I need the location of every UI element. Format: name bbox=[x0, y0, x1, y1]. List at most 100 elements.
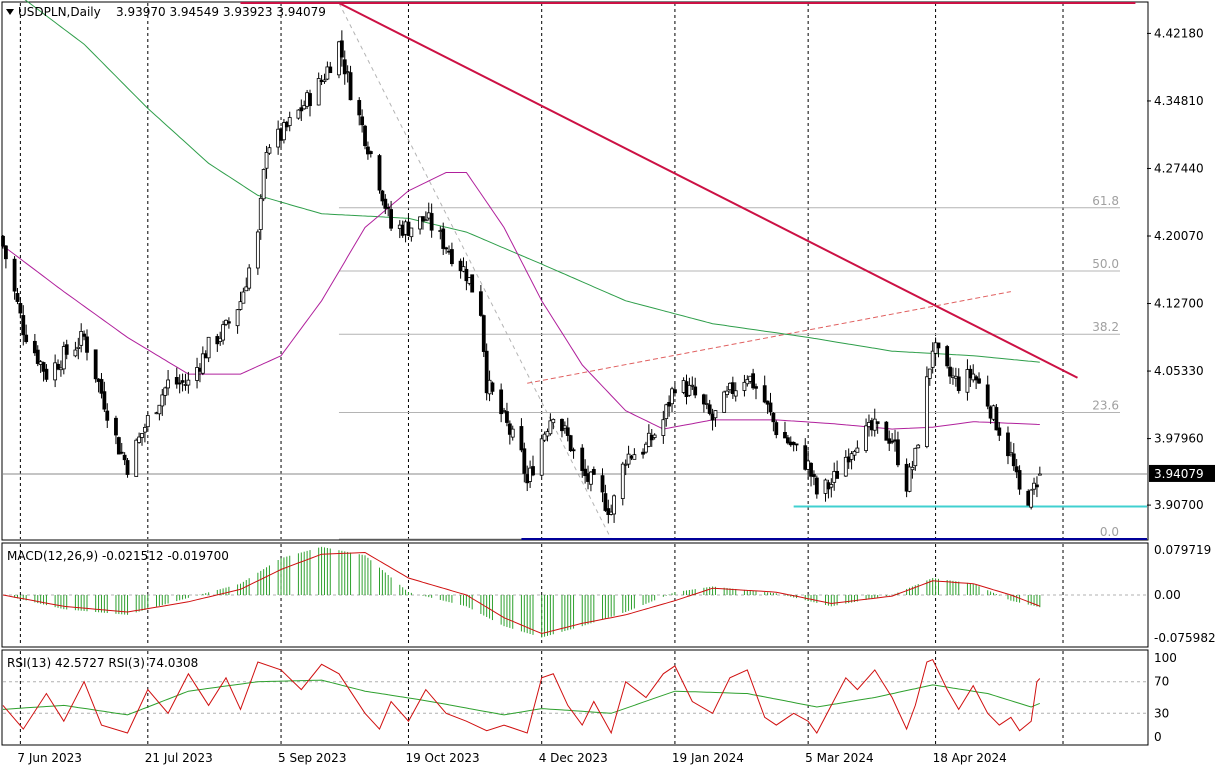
date-tick-label: 5 Mar 2024 bbox=[805, 751, 873, 765]
candle bbox=[76, 337, 81, 360]
fib-level-label: 38.2 bbox=[1092, 320, 1119, 334]
candle bbox=[339, 30, 344, 67]
candle bbox=[754, 383, 758, 400]
candle bbox=[580, 444, 585, 478]
candle bbox=[606, 499, 611, 524]
candle bbox=[768, 392, 773, 416]
fib-level-label: 50.0 bbox=[1092, 257, 1119, 271]
candle bbox=[603, 484, 608, 512]
candle bbox=[693, 377, 698, 399]
candle bbox=[1011, 443, 1016, 471]
candle bbox=[927, 368, 932, 386]
candle bbox=[99, 373, 104, 399]
rsi-tick-label: 70 bbox=[1154, 675, 1169, 689]
candle bbox=[977, 372, 981, 384]
candle bbox=[924, 366, 929, 449]
candle bbox=[64, 339, 69, 360]
candle bbox=[722, 390, 727, 413]
candle bbox=[174, 367, 179, 389]
candle bbox=[241, 287, 246, 304]
candle bbox=[302, 100, 307, 110]
candle bbox=[423, 211, 428, 222]
candle bbox=[157, 404, 162, 421]
descending-trend-line bbox=[338, 2, 1078, 379]
candle bbox=[79, 323, 84, 353]
date-tick-label: 4 Dec 2023 bbox=[539, 751, 608, 765]
date-tick-label: 7 Jun 2023 bbox=[17, 751, 82, 765]
candle bbox=[725, 385, 729, 398]
candle bbox=[1008, 441, 1013, 457]
ohlc-values: 3.93970 3.94549 3.93923 3.94079 bbox=[116, 5, 326, 19]
candle bbox=[890, 433, 895, 445]
triangle-down-icon[interactable] bbox=[6, 9, 14, 15]
candle bbox=[673, 383, 677, 397]
candle bbox=[114, 415, 118, 445]
candle bbox=[907, 463, 912, 493]
date-tick-label: 5 Sep 2023 bbox=[278, 751, 346, 765]
candle bbox=[945, 344, 950, 369]
candle bbox=[803, 438, 808, 471]
candle bbox=[968, 365, 973, 387]
candle bbox=[206, 336, 211, 363]
candle bbox=[571, 447, 576, 459]
candle bbox=[600, 468, 605, 503]
candle bbox=[41, 361, 46, 382]
price-tick-label: 4.27440 bbox=[1154, 161, 1204, 175]
candle bbox=[264, 145, 269, 179]
candle bbox=[1, 235, 5, 249]
candle bbox=[562, 421, 567, 434]
candle bbox=[1006, 426, 1010, 465]
candle bbox=[641, 448, 645, 459]
candle bbox=[623, 459, 628, 476]
candle bbox=[502, 407, 506, 414]
candle bbox=[32, 333, 37, 356]
candle bbox=[661, 410, 666, 444]
candle bbox=[589, 471, 593, 492]
candle bbox=[15, 287, 20, 305]
candle bbox=[21, 305, 26, 346]
candle bbox=[299, 99, 304, 121]
candle bbox=[875, 421, 880, 434]
candle bbox=[539, 434, 544, 477]
candle bbox=[956, 368, 961, 394]
symbol-timeframe: USDPLN,Daily bbox=[18, 5, 101, 19]
candle bbox=[287, 111, 292, 132]
candle bbox=[221, 320, 226, 345]
candle bbox=[267, 144, 272, 155]
candle bbox=[551, 418, 556, 430]
candle bbox=[282, 118, 286, 144]
date-tick-label: 19 Oct 2023 bbox=[405, 751, 479, 765]
rsi-indicator bbox=[2, 658, 1147, 735]
candle bbox=[591, 466, 596, 476]
candle bbox=[505, 402, 509, 427]
candle bbox=[762, 375, 767, 404]
candle bbox=[478, 285, 483, 317]
macd-panel-frame bbox=[1, 542, 1149, 648]
price-tick-label: 4.34810 bbox=[1154, 94, 1204, 108]
ma-slow-line bbox=[24, 0, 1040, 363]
fib-level-label: 61.8 bbox=[1092, 194, 1119, 208]
candle bbox=[140, 433, 144, 446]
candle bbox=[1014, 458, 1019, 479]
fib-level-label: 0.0 bbox=[1100, 525, 1119, 539]
candle bbox=[484, 343, 489, 401]
candle bbox=[56, 359, 60, 371]
candle bbox=[690, 376, 695, 390]
candle bbox=[383, 194, 388, 215]
candle bbox=[896, 431, 900, 468]
candle bbox=[965, 359, 970, 401]
candle bbox=[316, 72, 321, 106]
candle bbox=[733, 382, 738, 402]
macd-tick-label: 0.00 bbox=[1154, 588, 1181, 602]
candle bbox=[258, 194, 263, 240]
candle bbox=[458, 258, 463, 279]
candle bbox=[1035, 476, 1039, 498]
price-tick-label: 3.97960 bbox=[1154, 432, 1204, 446]
candle bbox=[389, 200, 393, 231]
candle bbox=[137, 432, 142, 444]
candle bbox=[357, 97, 362, 126]
candle bbox=[687, 377, 692, 397]
candle bbox=[742, 374, 747, 397]
